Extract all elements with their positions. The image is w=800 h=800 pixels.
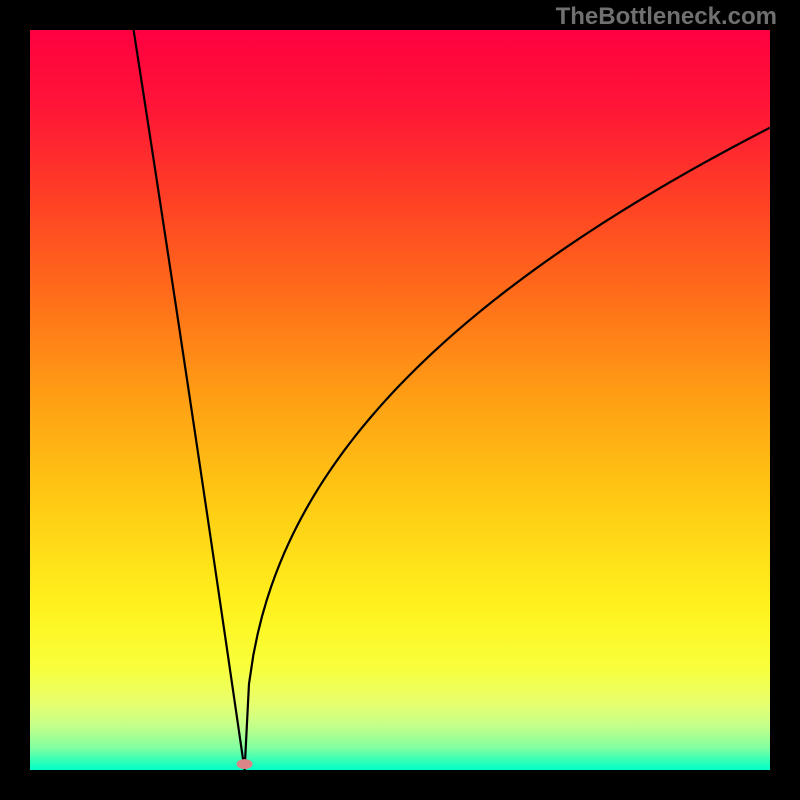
watermark-text: TheBottleneck.com — [556, 3, 777, 31]
curve-right-branch — [245, 128, 770, 770]
curve-left-branch — [134, 30, 245, 770]
chart-container: TheBottleneck.com — [0, 0, 800, 800]
curve-layer — [0, 0, 800, 800]
minimum-marker — [237, 759, 253, 769]
